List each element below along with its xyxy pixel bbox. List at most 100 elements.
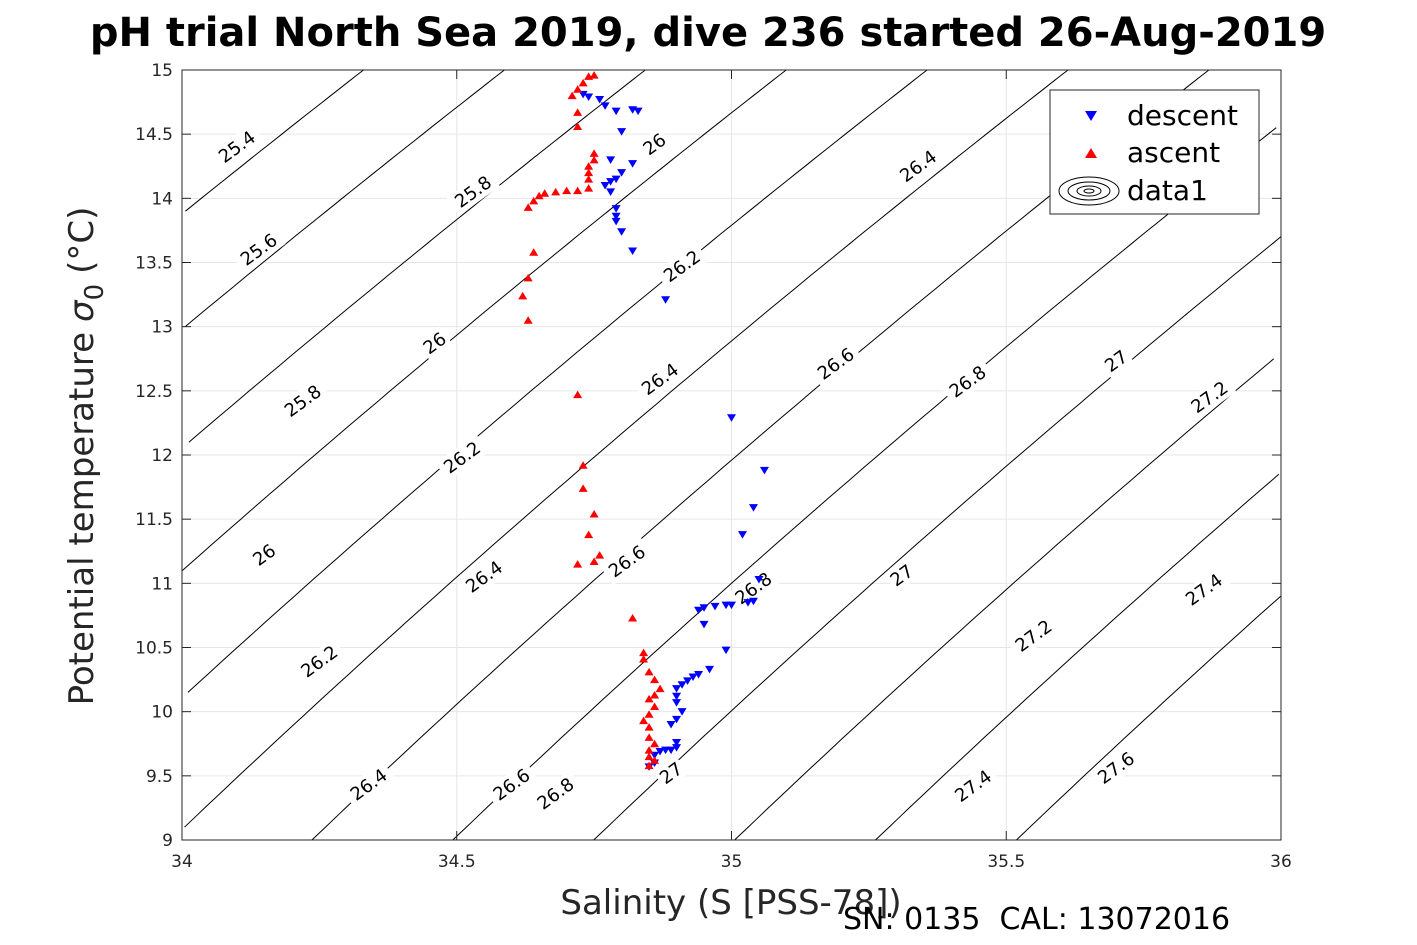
descent-point <box>672 685 682 693</box>
isopycnal-line <box>1016 595 1282 841</box>
descent-point <box>628 160 638 168</box>
contour-label-background <box>884 558 920 593</box>
x-tick-label: 36 <box>1270 852 1292 872</box>
descent-point <box>617 169 627 177</box>
descent-point <box>578 90 588 99</box>
descent-point <box>705 665 715 674</box>
axis-ticks: 34 34.5 35 35.5 36 9 9.5 10 10.5 11 11.5 12 12.5 13 13… <box>135 61 1292 872</box>
ascent-point <box>584 168 594 177</box>
isopycnal-line <box>182 69 787 571</box>
ascent-point <box>584 530 594 539</box>
descent-point <box>584 93 594 101</box>
descent-point <box>694 670 704 679</box>
ascent-point <box>655 684 665 693</box>
contour-label-background <box>655 242 709 290</box>
chart-title: pH trial North Sea 2019, dive 236 starte… <box>90 10 1326 56</box>
y-tick-label: 12.5 <box>135 382 173 402</box>
y-axis-label-subscript: 0 <box>80 284 110 301</box>
ascent-point <box>584 184 594 192</box>
contour-label-background <box>653 756 689 791</box>
contour-label-background <box>1098 344 1134 379</box>
footer-serial-calibration: SN: 0135 CAL: 13072016 <box>843 902 1230 937</box>
isopycnal-line <box>187 69 928 693</box>
descent-point <box>710 602 720 611</box>
x-axis-label: Salinity (S [PSS-78]) <box>560 883 901 923</box>
descent-point <box>721 601 731 610</box>
descent-point <box>633 107 643 116</box>
descent-point <box>611 205 621 213</box>
ascent-point <box>578 461 588 469</box>
contour-label-background <box>342 761 396 809</box>
descent-point <box>617 228 627 236</box>
legend-data1-label: data1 <box>1127 174 1208 207</box>
contour-label-background <box>726 564 781 613</box>
contour-label-background <box>292 638 347 686</box>
descent-point <box>628 247 638 255</box>
isopycnal-line <box>734 358 1275 841</box>
ascent-point <box>589 557 599 566</box>
legend-ascent-marker <box>1085 148 1097 158</box>
contour-label-background <box>809 340 863 388</box>
ascent-point <box>584 72 594 80</box>
y-tick-label: 9.5 <box>146 767 173 787</box>
descent-point <box>595 96 605 104</box>
y-axis-label-text: Potential temperature <box>62 332 102 705</box>
descent-point <box>661 296 671 304</box>
x-tick-label: 34 <box>171 852 193 872</box>
descent-point <box>748 504 758 512</box>
legend-box <box>1049 89 1260 215</box>
y-axis-label: Potential temperature σ0 (°C) <box>62 207 110 706</box>
contour-label-background <box>633 355 687 403</box>
descent-point <box>672 738 682 747</box>
ascent-point <box>650 702 660 711</box>
descent-point <box>611 217 621 226</box>
ascent-point <box>650 739 660 748</box>
descent-point <box>737 531 747 539</box>
descent-point <box>672 699 682 707</box>
ascent-point <box>562 186 572 195</box>
data-points <box>518 71 769 771</box>
ascent-point <box>644 667 654 676</box>
contour-label-background <box>232 226 286 274</box>
descent-point <box>611 107 621 116</box>
contour-label-background <box>941 358 995 406</box>
ascent-point <box>639 648 649 657</box>
ascent-point <box>573 560 583 568</box>
ascent-point <box>573 108 583 116</box>
ascent-point <box>523 203 533 211</box>
ascent-point <box>589 149 599 157</box>
isopycnal-line <box>184 69 1069 828</box>
descent-point <box>688 673 698 682</box>
descent-point <box>606 188 616 196</box>
descent-point <box>727 414 736 422</box>
descent-point <box>759 466 769 475</box>
y-tick-label: 11.5 <box>135 510 173 530</box>
x-tick-label: 35.5 <box>987 852 1025 872</box>
ascent-point <box>529 248 539 256</box>
isopycnal-line <box>185 69 364 212</box>
ascent-point <box>589 71 599 79</box>
y-tick-label: 13 <box>151 318 173 338</box>
descent-point <box>672 692 682 701</box>
descent-point <box>611 175 621 184</box>
ascent-point <box>639 655 649 663</box>
descent-point <box>606 178 616 186</box>
ascent-point <box>639 716 649 725</box>
ascent-point <box>644 723 654 731</box>
isopycnal-line <box>593 236 1282 841</box>
contour-label-background <box>891 142 945 190</box>
legend-ascent-label: ascent <box>1127 136 1220 169</box>
y-tick-label: 11 <box>151 574 173 594</box>
contour-label-background <box>417 326 453 361</box>
contour-label-background <box>276 377 330 425</box>
ascent-point <box>644 733 654 741</box>
descent-point <box>677 681 687 689</box>
y-tick-label: 10.5 <box>135 639 173 659</box>
ascent-point <box>644 752 654 761</box>
descent-point <box>721 646 731 655</box>
ascent-point <box>534 191 544 200</box>
descent-point <box>650 751 660 760</box>
ascent-point <box>595 551 605 559</box>
descent-point <box>655 747 665 756</box>
